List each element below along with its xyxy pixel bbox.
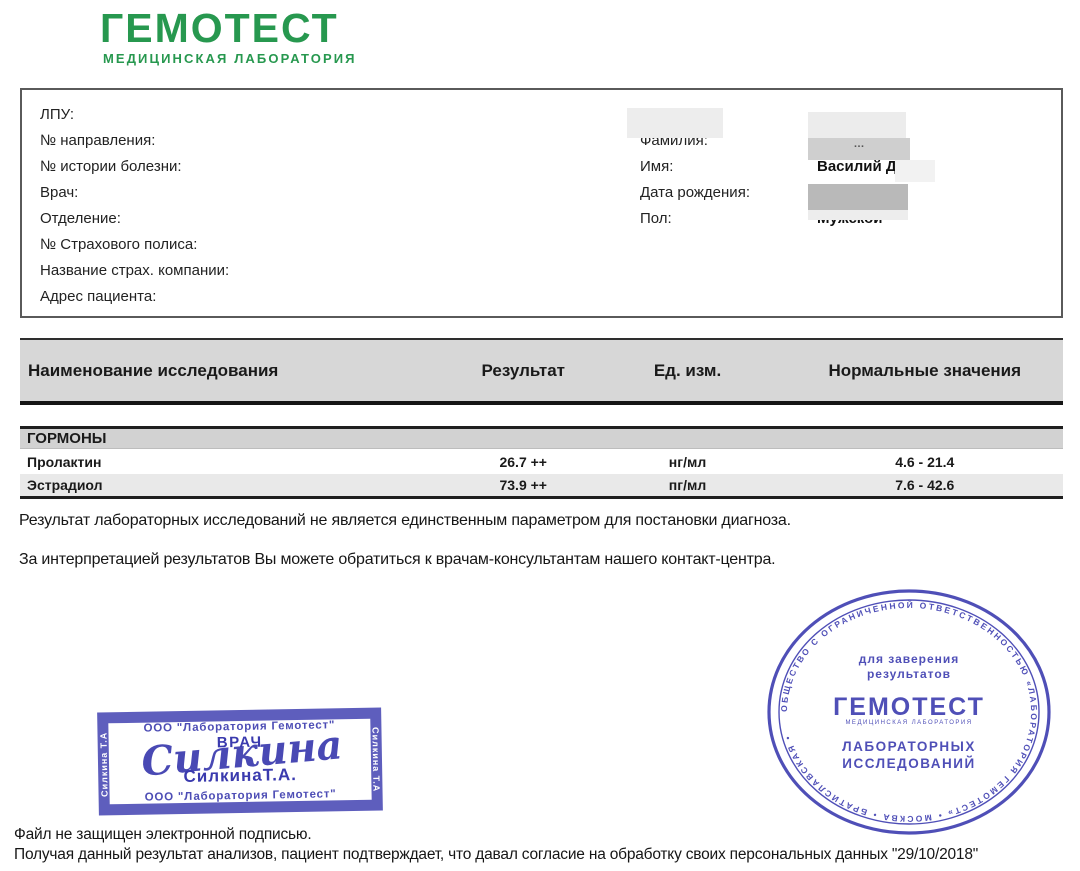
results-table: Наименование исследования Результат Ед. … xyxy=(20,338,1063,499)
doctor-stamp-name: СилкинаТ.А. xyxy=(183,765,298,786)
field-label-insurance-policy-number: № Страхового полиса: xyxy=(40,236,198,253)
patient-info-box: ЛПУ: № направления: № истории болезни: В… xyxy=(20,88,1063,318)
logo-tagline: МЕДИЦИНСКАЯ ЛАБОРАТОРИЯ xyxy=(103,51,357,66)
field-label-referral-number: № направления: xyxy=(40,132,156,149)
note-diagnosis-disclaimer: Результат лабораторных исследований не я… xyxy=(19,512,791,529)
redaction-box xyxy=(627,108,723,138)
table-row: Пролактин 26.7 ++ нг/мл 4.6 - 21.4 xyxy=(20,449,1063,474)
doctor-stamp-side-right: Силкина Т.А xyxy=(370,726,382,792)
round-stamp-purpose-line1: для заверения xyxy=(859,652,960,666)
table-gap xyxy=(20,405,1063,426)
field-label-first-name: Имя: xyxy=(640,158,674,175)
cell-units: пг/мл xyxy=(668,477,707,493)
cell-normal-range: 7.6 - 42.6 xyxy=(895,477,955,493)
round-stamp-brand: ГЕМОТЕСТ xyxy=(833,693,985,721)
gemotest-logo: ГЕМОТЕСТ МЕДИЦИНСКАЯ ЛАБОРАТОРИЯ xyxy=(100,5,357,67)
field-label-department: Отделение: xyxy=(40,210,121,227)
column-header-test-name: Наименование исследования xyxy=(28,360,279,380)
field-label-case-history-number: № истории болезни: xyxy=(40,158,182,175)
doctor-stamp-org-bottom: ООО "Лаборатория Гемотест" xyxy=(144,788,337,804)
footer-consent-note: Получая данный результат анализов, пацие… xyxy=(14,846,979,863)
redaction-box: … xyxy=(808,138,910,160)
section-header-hormones: ГОРМОНЫ xyxy=(20,426,1063,449)
cell-units: нг/мл xyxy=(668,453,707,470)
round-lab-stamp: ОБЩЕСТВО С ОГРАНИЧЕННОЙ ОТВЕТСТВЕННОСТЬЮ… xyxy=(767,589,1051,835)
field-label-birth-date: Дата рождения: xyxy=(640,184,750,201)
column-header-normal-range: Нормальные значения xyxy=(828,360,1022,380)
cell-normal-range: 4.6 - 21.4 xyxy=(895,453,955,470)
field-value-first-name: Василий Д xyxy=(817,158,897,175)
column-header-units: Ед. изм. xyxy=(653,360,722,380)
round-stamp-brand-sub: МЕДИЦИНСКАЯ ЛАБОРАТОРИЯ xyxy=(845,720,972,726)
round-stamp-purpose-line2: результатов xyxy=(867,667,951,681)
redaction-box xyxy=(808,112,906,140)
cell-test-name: Эстрадиол xyxy=(27,477,103,493)
redaction-box xyxy=(895,160,935,182)
cell-result: 73.9 ++ xyxy=(499,477,547,493)
round-stamp-line1: ЛАБОРАТОРНЫХ xyxy=(842,739,976,754)
field-label-doctor: Врач: xyxy=(40,184,79,201)
doctor-stamp-role: ВРАЧ xyxy=(216,733,263,752)
results-table-header: Наименование исследования Результат Ед. … xyxy=(20,338,1063,405)
field-label-lpu: ЛПУ: xyxy=(40,106,74,123)
logo-title: ГЕМОТЕСТ xyxy=(100,5,339,51)
cell-result: 26.7 ++ xyxy=(499,453,547,470)
doctor-stamp-side-left: Силкина Т.А xyxy=(98,731,110,797)
field-label-sex: Пол: xyxy=(640,210,672,227)
field-label-insurance-company: Название страх. компании: xyxy=(40,262,230,279)
footer-signature-note: Файл не защищен электронной подписью. xyxy=(14,826,312,843)
table-row: Эстрадиол 73.9 ++ пг/мл 7.6 - 42.6 xyxy=(20,474,1063,499)
field-label-patient-address: Адрес пациента: xyxy=(40,288,157,305)
patient-info-left-column: ЛПУ: № направления: № истории болезни: В… xyxy=(40,106,229,314)
redaction-box xyxy=(808,184,908,210)
redaction-box xyxy=(808,210,908,220)
column-header-result: Результат xyxy=(481,360,565,380)
note-interpretation: За интерпретацией результатов Вы можете … xyxy=(19,551,776,568)
round-stamp-line2: ИССЛЕДОВАНИЙ xyxy=(842,756,975,771)
doctor-stamp: ООО "Лаборатория Гемотест" ВРАЧ Силкина … xyxy=(97,707,383,816)
cell-test-name: Пролактин xyxy=(27,453,102,470)
